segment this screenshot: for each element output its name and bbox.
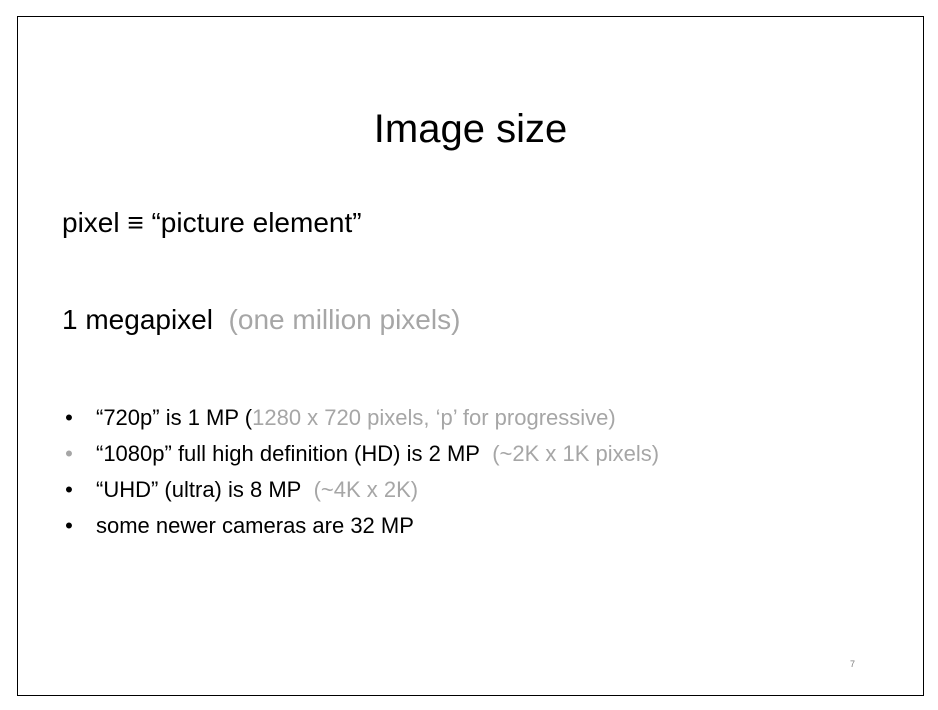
megapixel-line: 1 megapixel (one million pixels) [62, 306, 460, 334]
bullet-icon: • [65, 405, 73, 430]
bullet-text: some newer cameras are 32 MP [96, 513, 414, 538]
bullet-note: 1280 x 720 pixels, ‘p’ for progressive) [252, 405, 616, 430]
bullet-text: “720p” is 1 MP ( [96, 405, 253, 430]
resolution-list: • “720p” is 1 MP (1280 x 720 pixels, ‘p’… [62, 400, 659, 544]
pixel-definition: pixel ≡ “picture element” [62, 207, 362, 238]
page-number: 7 [849, 659, 855, 669]
bullet-text: “1080p” full high definition (HD) is 2 M… [96, 441, 480, 466]
bullet-icon: • [65, 477, 73, 502]
list-item: • some newer cameras are 32 MP [62, 508, 659, 544]
bullet-note: (~4K x 2K) [313, 477, 419, 502]
bullet-icon: • [65, 441, 73, 466]
list-item: • “720p” is 1 MP (1280 x 720 pixels, ‘p’… [62, 400, 659, 436]
list-item: • “UHD” (ultra) is 8 MP (~4K x 2K) [62, 472, 659, 508]
list-item: • “1080p” full high definition (HD) is 2… [62, 436, 659, 472]
slide-title: Image size [373, 107, 568, 151]
bullet-text: “UHD” (ultra) is 8 MP [96, 477, 302, 502]
megapixel-label: 1 megapixel [62, 304, 213, 335]
bullet-icon: • [65, 513, 73, 538]
bullet-note: (~2K x 1K pixels) [492, 441, 660, 466]
megapixel-note: (one million pixels) [228, 304, 461, 335]
slide: Image size pixel ≡ “picture element” 1 m… [17, 16, 924, 696]
